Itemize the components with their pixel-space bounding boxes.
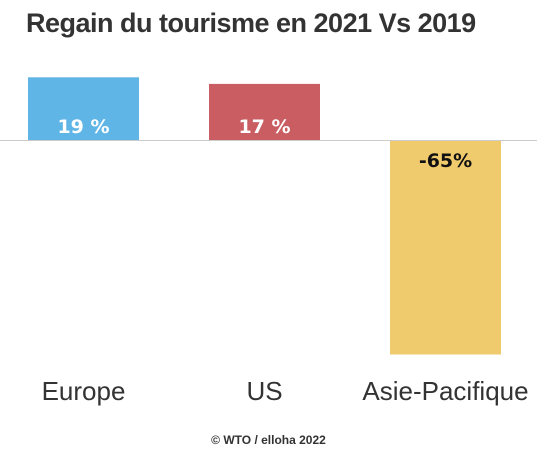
category-label-asie-pacifique: Asie-Pacifique bbox=[362, 376, 528, 406]
bar-us bbox=[209, 83, 320, 140]
bar-asie-pacifique bbox=[390, 140, 501, 355]
data-label-us: 17 % bbox=[238, 116, 290, 138]
bar-europe bbox=[28, 77, 139, 140]
chart-title: Regain du tourisme en 2021 Vs 2019 bbox=[26, 8, 476, 38]
data-label-europe: 19 % bbox=[57, 116, 109, 138]
source-credit: © WTO / elloha 2022 bbox=[211, 433, 326, 447]
bars-layer bbox=[28, 77, 501, 355]
category-label-europe: Europe bbox=[42, 376, 126, 406]
category-label-us: US bbox=[246, 376, 282, 406]
labels-layer: 19 % Europe 17 % US -65% Asie-Pacifique bbox=[42, 116, 529, 406]
data-label-asie-pacifique: -65% bbox=[419, 150, 472, 172]
